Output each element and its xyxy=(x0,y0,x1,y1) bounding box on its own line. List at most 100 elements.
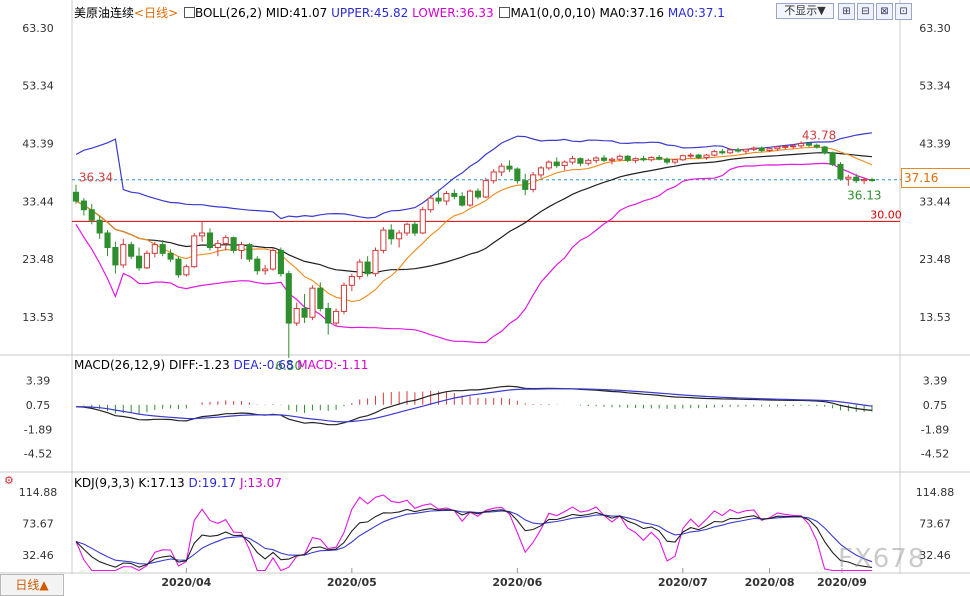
candle-body xyxy=(348,276,355,286)
candle-body xyxy=(151,244,158,254)
candle-body xyxy=(569,158,576,163)
y-tick-label-left: 23.48 xyxy=(22,253,54,266)
ma-line xyxy=(75,146,873,303)
candle-body xyxy=(88,209,95,221)
candle-body xyxy=(466,190,474,206)
candle-body xyxy=(790,145,797,148)
ref-line-label: 30.00 xyxy=(870,208,902,221)
display-select[interactable]: 不显示▼ xyxy=(776,3,834,19)
candle-body xyxy=(262,268,269,272)
candle-body xyxy=(269,249,277,270)
cursor-price-label: 37.16 xyxy=(901,168,970,188)
boll-upper-line xyxy=(75,132,873,220)
candle-body xyxy=(372,249,379,275)
period-label[interactable]: <日线> xyxy=(134,6,179,20)
x-tick-label: 2020/06 xyxy=(492,576,542,589)
macd-diff-line xyxy=(75,385,873,426)
boll-toggle-icon[interactable] xyxy=(183,7,195,18)
y-tick-label-right: 43.39 xyxy=(919,138,951,151)
kdj-d: D:19.17 xyxy=(188,476,237,490)
annotation-low: 6.50 xyxy=(275,359,302,373)
x-tick-label: 2020/05 xyxy=(327,576,377,589)
candle-body xyxy=(719,151,726,154)
candle-body xyxy=(608,158,615,161)
y-tick-label-left: 43.39 xyxy=(22,138,54,151)
y-tick-label-left: 53.34 xyxy=(22,80,54,93)
candle-body xyxy=(474,190,482,198)
candle-body xyxy=(695,154,702,158)
candle-body xyxy=(451,192,458,197)
candle-body xyxy=(175,258,182,276)
zoom-out-icon[interactable]: ⊟ xyxy=(857,3,874,20)
candle-body xyxy=(482,180,489,198)
candle-body xyxy=(419,209,426,234)
macd-y-tick-right: 3.39 xyxy=(923,374,948,387)
candle-body xyxy=(191,235,198,268)
kdj-d-line xyxy=(75,509,873,565)
candle-body xyxy=(183,266,190,276)
zoom-in-icon[interactable]: ⊞ xyxy=(838,3,855,20)
indicator-settings-icon[interactable]: ⚙ xyxy=(4,474,14,487)
y-tick-label-right: 13.53 xyxy=(919,311,951,324)
candle-body xyxy=(254,258,261,272)
boll-lower: LOWER:36.33 xyxy=(412,6,494,20)
candle-body xyxy=(490,171,497,182)
annotation-high: 43.78 xyxy=(802,128,836,142)
candle-body xyxy=(553,161,560,167)
candle-body xyxy=(317,287,324,310)
settings-icon[interactable]: ⊡ xyxy=(895,3,912,20)
candle-body xyxy=(396,232,403,240)
annotation-recent-low: 36.13 xyxy=(847,189,881,203)
macd-legend: MACD(26,12,9) DIFF:-1.23 DEA:-0.68 MACD:… xyxy=(74,358,368,372)
candle-body xyxy=(403,223,411,234)
ma-toggle-icon[interactable] xyxy=(499,7,511,18)
candle-body xyxy=(742,148,749,152)
y-tick-label-right: 23.48 xyxy=(919,253,951,266)
candle-body xyxy=(277,249,284,275)
candle-body xyxy=(388,229,395,240)
candle-body xyxy=(80,200,87,211)
candle-body xyxy=(640,158,647,161)
candle-body xyxy=(782,145,789,148)
candle-body xyxy=(821,146,828,154)
ma-label: MA1(0,0,0,10) xyxy=(510,6,596,20)
kdj-y-tick-left: 32.46 xyxy=(22,549,54,562)
y-tick-label-right: 63.30 xyxy=(919,22,951,35)
candle-body xyxy=(246,244,253,260)
x-tick-label: 2020/04 xyxy=(161,576,211,589)
macd-label: MACD(26,12,9) xyxy=(74,358,166,372)
period-tab[interactable]: 日线▲ xyxy=(0,574,64,596)
candle-body xyxy=(96,219,103,234)
boll-label: BOLL(26,2) xyxy=(194,6,262,20)
candle-body xyxy=(293,308,300,324)
candle-body xyxy=(506,165,513,170)
candle-body xyxy=(616,155,623,160)
x-tick-label: 2020/08 xyxy=(745,576,795,589)
kdj-k: K:17.13 xyxy=(138,476,185,490)
candle-body xyxy=(214,242,221,249)
candle-body xyxy=(143,252,150,269)
fit-icon[interactable]: ⊠ xyxy=(876,3,893,20)
candle-body xyxy=(577,158,584,164)
candle-body xyxy=(671,159,679,163)
candle-body xyxy=(727,149,734,154)
candle-body xyxy=(427,197,434,211)
macd-y-tick-right: -4.52 xyxy=(921,448,949,461)
candle-body xyxy=(734,149,742,152)
macd-diff: DIFF:-1.23 xyxy=(168,358,230,372)
candle-body xyxy=(498,165,505,173)
macd-y-tick-right: -1.89 xyxy=(921,423,949,436)
candle-body xyxy=(530,174,537,190)
candle-body xyxy=(167,252,174,260)
candle-body xyxy=(593,157,600,161)
candle-body xyxy=(301,308,308,318)
candle-body xyxy=(333,310,340,324)
candle-body xyxy=(829,152,836,165)
candle-body xyxy=(711,151,718,156)
candle-body xyxy=(750,147,757,150)
candle-body xyxy=(309,287,316,318)
candle-body xyxy=(664,158,671,163)
candle-body xyxy=(380,229,387,251)
annotation-high-start: 36.34 xyxy=(79,171,113,185)
